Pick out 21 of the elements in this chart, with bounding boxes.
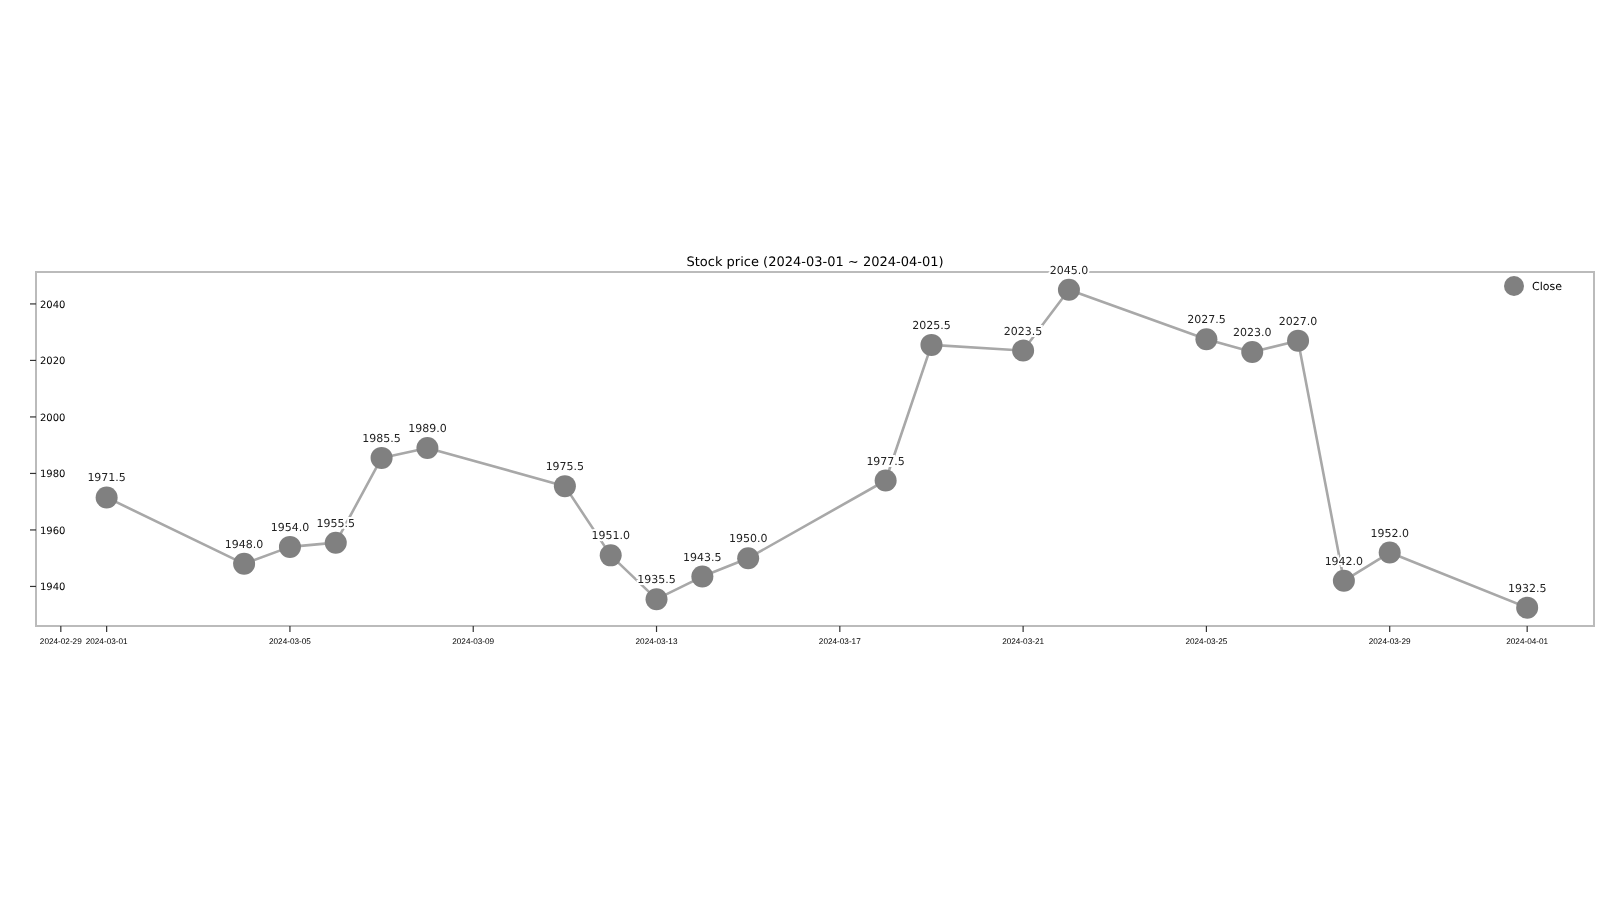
point [1241, 340, 1264, 363]
point [874, 469, 897, 492]
point [1012, 339, 1035, 362]
point [416, 437, 439, 460]
point [645, 588, 668, 611]
point [920, 333, 943, 356]
point [1287, 329, 1310, 352]
point [95, 486, 118, 509]
point [599, 544, 622, 567]
point [370, 446, 393, 469]
point [324, 531, 347, 554]
point [1057, 278, 1080, 301]
point [1378, 541, 1401, 564]
point [553, 475, 576, 498]
point [233, 552, 256, 575]
point [691, 565, 714, 588]
point [278, 535, 301, 558]
point [1195, 328, 1218, 351]
point [737, 547, 760, 570]
point [1516, 596, 1539, 619]
point [1332, 569, 1355, 592]
